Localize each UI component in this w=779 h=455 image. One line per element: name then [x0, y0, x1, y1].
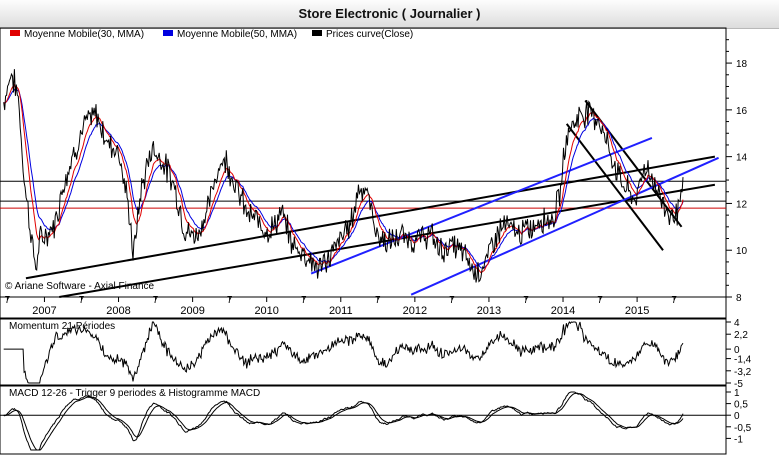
price-panel-frame	[0, 27, 727, 319]
x-axis: 2007 2008 2009 2010 2011 2012 2013 2014 2015 7 7 7 7…	[0, 295, 726, 317]
trend-line	[310, 137, 653, 275]
close-line	[3, 69, 684, 283]
x-month-label: 7	[153, 295, 159, 306]
trend-line	[25, 155, 716, 280]
copyright: © Ariane Software - Axial Finance	[5, 281, 155, 292]
y-tick-label: 10	[736, 246, 748, 257]
legend-swatch-ma50	[163, 30, 173, 36]
y-tick-label: 16	[736, 106, 748, 117]
macd-line	[3, 391, 684, 451]
x-month-label: 7	[671, 295, 677, 306]
macd-tick-label: 0,5	[734, 400, 748, 411]
macd-tick-label: -0,5	[734, 423, 752, 434]
momentum-tick-label: -1,4	[734, 355, 752, 366]
legend-label-close: Prices curve(Close)	[326, 29, 413, 40]
y-tick-label: 18	[736, 59, 748, 70]
x-month-label: 7	[523, 295, 529, 306]
y-tick-label: 14	[736, 153, 748, 164]
legend-label-ma50: Moyenne Mobile(50, MMA)	[177, 29, 297, 40]
x-year-label: 2012	[403, 305, 427, 317]
x-year-label: 2007	[32, 305, 56, 317]
price-series	[3, 69, 684, 283]
macd-tick-label: 1	[734, 388, 740, 399]
momentum-tick-label: -3,2	[734, 367, 752, 378]
x-month-label: 7	[301, 295, 307, 306]
momentum-panel-frame	[0, 318, 727, 386]
macd-tick-label: -1	[734, 434, 743, 445]
momentum-series: 42,2 0-1,4-3,2-5	[3, 318, 752, 390]
x-year-label: 2013	[477, 305, 501, 317]
channel-lines	[25, 99, 719, 298]
x-month-label: 7	[449, 295, 455, 306]
x-year-label: 2010	[254, 305, 278, 317]
legend-label-ma30: Moyenne Mobile(30, MMA)	[24, 29, 144, 40]
momentum-title: Momentum 21 Périodes	[9, 321, 115, 332]
macd-title: MACD 12-26 - Trigger 9 periodes & Histog…	[9, 388, 260, 399]
chart-title: Store Electronic ( Journalier )	[298, 6, 481, 21]
macd-trigger-line	[3, 392, 684, 451]
macd-tick-label: 0	[734, 411, 740, 422]
x-year-label: 2009	[180, 305, 204, 317]
x-month-label: 7	[79, 295, 85, 306]
trend-line	[410, 156, 719, 296]
momentum-tick-label: 0	[734, 345, 740, 356]
legend: Moyenne Mobile(30, MMA) Moyenne Mobile(5…	[10, 29, 413, 40]
trend-line	[565, 123, 664, 251]
legend-swatch-close	[312, 30, 322, 36]
trend-line	[59, 183, 716, 298]
x-month-label: 7	[597, 295, 603, 306]
x-year-label: 2014	[551, 305, 575, 317]
x-month-label: 7	[227, 295, 233, 306]
legend-swatch-ma30	[10, 30, 20, 36]
ma50-line	[3, 88, 684, 269]
momentum-tick-label: 4	[734, 318, 740, 329]
momentum-tick-label: 2,2	[734, 330, 748, 341]
x-month-label: 7	[5, 295, 11, 306]
macd-series: 10,50-0,5-1	[0, 388, 752, 451]
x-year-label: 2011	[329, 305, 353, 317]
x-year-label: 2015	[625, 305, 649, 317]
y-tick-label: 8	[736, 293, 742, 304]
y-axis: 18 16 14 12 10 8	[726, 39, 748, 304]
x-month-label: 7	[375, 295, 381, 306]
y-tick-label: 12	[736, 199, 748, 210]
macd-panel-frame	[0, 385, 727, 455]
x-year-label: 2008	[106, 305, 130, 317]
momentum-tick-label: -5	[734, 379, 743, 390]
momentum-line	[3, 321, 684, 384]
